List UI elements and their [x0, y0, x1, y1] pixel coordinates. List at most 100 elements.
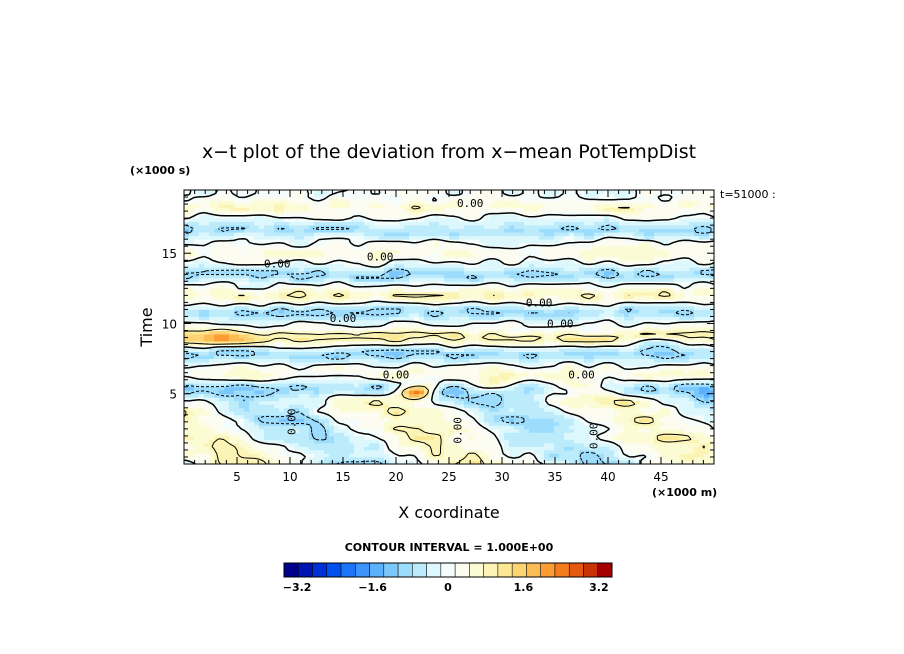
heatmap-cell: [479, 305, 485, 310]
heatmap-cell: [694, 442, 700, 447]
heatmap-cell: [219, 446, 225, 451]
heatmap-cell: [204, 393, 210, 398]
heatmap-cell: [354, 379, 360, 384]
heatmap-cell: [419, 393, 425, 398]
heatmap-cell: [564, 428, 570, 433]
heatmap-cell: [364, 397, 370, 402]
heatmap-cell: [704, 390, 710, 395]
heatmap-cell: [619, 330, 625, 335]
heatmap-cell: [504, 393, 510, 398]
heatmap-cell: [619, 372, 625, 377]
heatmap-cell: [219, 400, 225, 405]
heatmap-cell: [539, 386, 545, 391]
heatmap-cell: [524, 428, 530, 433]
heatmap-cell: [559, 428, 565, 433]
heatmap-cell: [404, 404, 410, 409]
heatmap-cell: [314, 404, 320, 409]
heatmap-cell: [504, 365, 510, 370]
heatmap-cell: [589, 442, 595, 447]
heatmap-cell: [299, 439, 305, 444]
heatmap-cell: [569, 316, 575, 321]
heatmap-cell: [439, 393, 445, 398]
heatmap-cell: [579, 435, 585, 440]
heatmap-cell: [194, 337, 200, 342]
heatmap-cell: [644, 411, 650, 416]
heatmap-cell: [579, 312, 585, 317]
heatmap-cell: [224, 365, 230, 370]
heatmap-cell: [264, 435, 270, 440]
heatmap-cell: [469, 379, 475, 384]
heatmap-cell: [204, 435, 210, 440]
heatmap-cell: [349, 334, 355, 338]
heatmap-cell: [219, 425, 225, 430]
heatmap-cell: [684, 327, 690, 331]
heatmap-cell: [529, 428, 535, 433]
heatmap-cell: [504, 348, 510, 352]
heatmap-cell: [664, 344, 670, 349]
heatmap-cell: [494, 418, 500, 423]
heatmap-cell: [554, 319, 560, 324]
heatmap-cell: [644, 372, 650, 377]
heatmap-cell: [379, 428, 385, 433]
heatmap-cell: [669, 302, 675, 307]
heatmap-cell: [289, 460, 295, 465]
heatmap-cell: [499, 400, 505, 405]
heatmap-cell: [659, 442, 665, 447]
heatmap-cell: [389, 432, 395, 437]
heatmap-cell: [534, 355, 540, 360]
heatmap-cell: [659, 309, 665, 314]
heatmap-cell: [644, 319, 650, 324]
heatmap-cell: [484, 319, 490, 324]
heatmap-cell: [504, 428, 510, 433]
heatmap-cell: [694, 435, 700, 440]
heatmap-cell: [364, 453, 370, 458]
heatmap-cell: [684, 442, 690, 447]
heatmap-cell: [329, 442, 335, 447]
heatmap-cell: [404, 341, 410, 345]
heatmap-cell: [404, 365, 410, 370]
heatmap-cell: [409, 404, 415, 409]
heatmap-cell: [279, 456, 285, 461]
heatmap-cell: [199, 337, 205, 342]
heatmap-cell: [619, 362, 625, 367]
heatmap-cell: [524, 383, 530, 388]
heatmap-cell: [314, 316, 320, 321]
heatmap-cell: [574, 355, 580, 360]
heatmap-cell: [474, 425, 480, 430]
heatmap-cell: [649, 344, 655, 349]
heatmap-cell: [524, 337, 530, 342]
heatmap-cell: [364, 421, 370, 426]
heatmap-cell: [529, 341, 535, 345]
heatmap-cell: [239, 309, 245, 314]
heatmap-cell: [479, 376, 485, 381]
heatmap-cell: [219, 305, 225, 310]
heatmap-cell: [484, 432, 490, 437]
heatmap-cell: [314, 369, 320, 374]
heatmap-cell: [539, 351, 545, 356]
heatmap-cell: [359, 407, 365, 412]
heatmap-cell: [679, 309, 685, 314]
heatmap-cell: [299, 393, 305, 398]
heatmap-cell: [539, 397, 545, 402]
heatmap-cell: [214, 439, 220, 444]
heatmap-cell: [239, 295, 245, 300]
heatmap-cell: [589, 383, 595, 388]
heatmap-cell: [509, 400, 515, 405]
heatmap-cell: [409, 446, 415, 451]
heatmap-cell: [309, 358, 315, 363]
heatmap-cell: [674, 376, 680, 381]
heatmap-cell: [269, 449, 275, 454]
heatmap-cell: [334, 418, 340, 423]
heatmap-cell: [424, 319, 430, 324]
heatmap-cell: [434, 319, 440, 324]
heatmap-cell: [269, 379, 275, 384]
heatmap-cell: [664, 400, 670, 405]
heatmap-cell: [364, 442, 370, 447]
heatmap-cell: [214, 376, 220, 381]
heatmap-cell: [529, 309, 535, 314]
heatmap-cell: [369, 411, 375, 416]
heatmap-cell: [249, 319, 255, 324]
heatmap-cell: [664, 309, 670, 314]
heatmap-cell: [419, 404, 425, 409]
heatmap-cell: [479, 428, 485, 433]
